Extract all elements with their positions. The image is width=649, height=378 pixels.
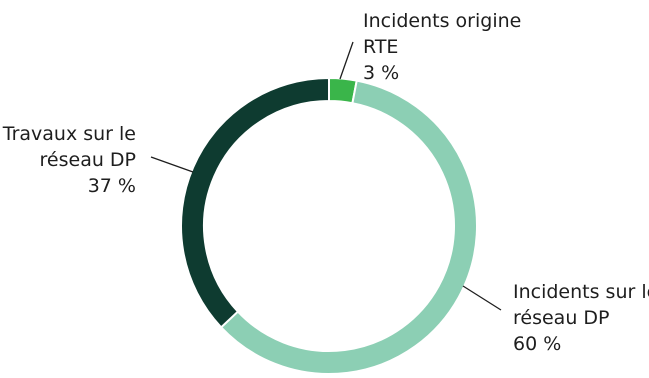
slice-label-0-line-0: Incidents origine (363, 10, 521, 32)
labels-layer: Incidents origine RTE 3 % Incidents sur le r… (2, 10, 649, 355)
slice-label-2-line-1: réseau DP (40, 149, 136, 171)
slice-percent-label-2: 37 % (88, 175, 136, 197)
slice-percent-label-0: 3 % (363, 62, 399, 84)
slices-layer (180, 76, 478, 375)
donut-slice-2 (180, 76, 330, 329)
slice-label-1-line-1: réseau DP (513, 307, 609, 329)
leader-line-0 (339, 41, 354, 80)
slice-label-2-line-0: Travaux sur le (2, 123, 136, 145)
leader-line-1 (462, 285, 502, 311)
slice-label-1-line-0: Incidents sur le (513, 281, 649, 303)
slice-label-0-line-1: RTE (363, 36, 398, 58)
leader-lines-layer (150, 41, 502, 311)
leader-line-2 (150, 156, 194, 173)
slice-percent-label-1: 60 % (513, 333, 561, 355)
donut-slice-1 (219, 79, 478, 375)
